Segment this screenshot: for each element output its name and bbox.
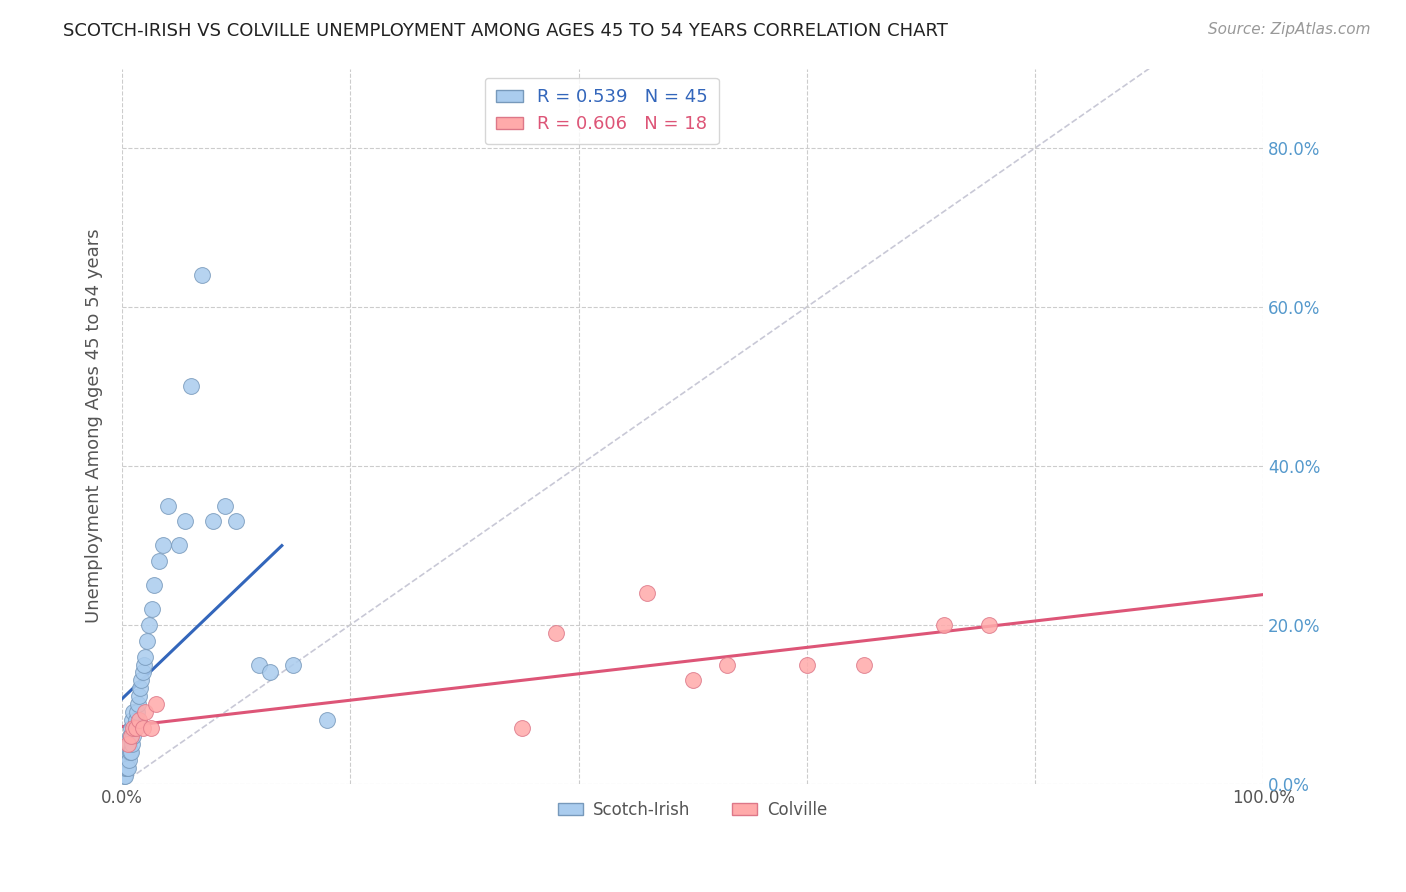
- Point: [114, 761, 136, 775]
- Point: [134, 705, 156, 719]
- Point: [202, 515, 225, 529]
- Point: [636, 586, 658, 600]
- Point: [143, 578, 166, 592]
- Point: [156, 499, 179, 513]
- Point: [118, 753, 141, 767]
- Point: [112, 769, 135, 783]
- Point: [117, 737, 139, 751]
- Point: [136, 633, 159, 648]
- Point: [115, 761, 138, 775]
- Point: [120, 729, 142, 743]
- Point: [118, 737, 141, 751]
- Point: [124, 721, 146, 735]
- Point: [544, 625, 567, 640]
- Point: [125, 713, 148, 727]
- Point: [138, 617, 160, 632]
- Point: [225, 515, 247, 529]
- Point: [117, 745, 139, 759]
- Point: [125, 721, 148, 735]
- Text: Source: ZipAtlas.com: Source: ZipAtlas.com: [1208, 22, 1371, 37]
- Point: [127, 698, 149, 712]
- Point: [148, 554, 170, 568]
- Point: [167, 538, 190, 552]
- Point: [316, 713, 339, 727]
- Point: [247, 657, 270, 672]
- Point: [152, 538, 174, 552]
- Point: [129, 681, 152, 696]
- Point: [114, 769, 136, 783]
- Point: [716, 657, 738, 672]
- Point: [141, 602, 163, 616]
- Point: [173, 515, 195, 529]
- Point: [852, 657, 875, 672]
- Point: [139, 721, 162, 735]
- Point: [122, 721, 145, 735]
- Point: [131, 665, 153, 680]
- Text: SCOTCH-IRISH VS COLVILLE UNEMPLOYMENT AMONG AGES 45 TO 54 YEARS CORRELATION CHAR: SCOTCH-IRISH VS COLVILLE UNEMPLOYMENT AM…: [63, 22, 948, 40]
- Point: [283, 657, 305, 672]
- Point: [115, 753, 138, 767]
- Point: [214, 499, 236, 513]
- Point: [120, 721, 142, 735]
- Point: [180, 379, 202, 393]
- Point: [118, 729, 141, 743]
- Point: [128, 713, 150, 727]
- Point: [122, 729, 145, 743]
- Point: [191, 268, 214, 282]
- Point: [121, 713, 143, 727]
- Point: [682, 673, 704, 688]
- Point: [510, 721, 533, 735]
- Point: [259, 665, 281, 680]
- Legend: Scotch-Irish, Colville: Scotch-Irish, Colville: [551, 794, 834, 825]
- Point: [979, 617, 1001, 632]
- Point: [118, 745, 141, 759]
- Point: [125, 705, 148, 719]
- Point: [121, 737, 143, 751]
- Point: [796, 657, 818, 672]
- Point: [132, 657, 155, 672]
- Point: [134, 649, 156, 664]
- Point: [131, 721, 153, 735]
- Point: [122, 705, 145, 719]
- Point: [131, 673, 153, 688]
- Point: [932, 617, 955, 632]
- Point: [117, 761, 139, 775]
- Y-axis label: Unemployment Among Ages 45 to 54 years: Unemployment Among Ages 45 to 54 years: [86, 229, 103, 624]
- Point: [128, 690, 150, 704]
- Point: [145, 698, 167, 712]
- Point: [120, 745, 142, 759]
